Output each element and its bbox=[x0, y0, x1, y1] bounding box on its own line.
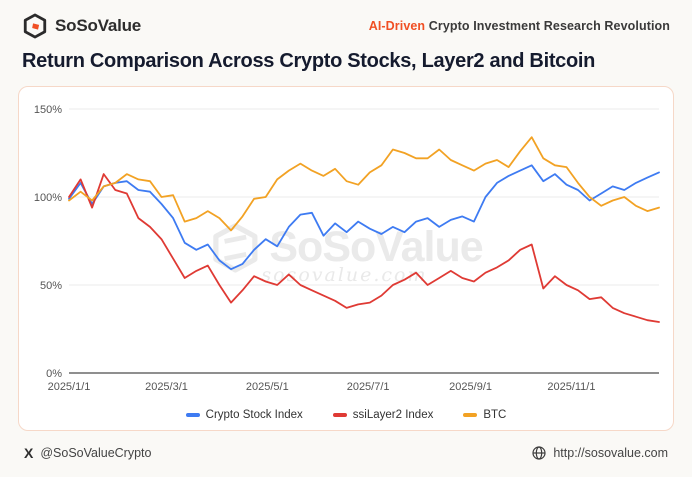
x-tick-label: 2025/11/1 bbox=[547, 381, 595, 393]
legend-item-ssilayer2-index[interactable]: ssiLayer2 Index bbox=[332, 409, 434, 421]
x-tick-label: 2025/1/1 bbox=[48, 381, 91, 393]
x-tick-label: 2025/9/1 bbox=[449, 381, 492, 393]
y-tick-label: 50% bbox=[40, 280, 62, 292]
legend-label: ssiLayer2 Index bbox=[352, 409, 434, 421]
brand-home-link[interactable]: SoSoValue bbox=[22, 13, 141, 39]
page-footer: X @SoSoValueCrypto http://sosovalue.com bbox=[0, 431, 692, 461]
tagline-highlight: AI-Driven bbox=[368, 19, 426, 33]
sosovalue-logo-icon bbox=[22, 13, 48, 39]
twitter-link[interactable]: X @SoSoValueCrypto bbox=[24, 445, 151, 461]
x-tick-label: 2025/5/1 bbox=[246, 381, 289, 393]
legend-label: BTC bbox=[483, 409, 507, 421]
legend-swatch bbox=[463, 413, 478, 417]
y-tick-label: 100% bbox=[34, 192, 62, 204]
legend-item-crypto-stock-index[interactable]: Crypto Stock Index bbox=[185, 409, 303, 421]
twitter-handle: @SoSoValueCrypto bbox=[40, 446, 152, 460]
page-title: Return Comparison Across Crypto Stocks, … bbox=[22, 50, 596, 72]
chart-legend: Crypto Stock Index ssiLayer2 Index BTC bbox=[19, 409, 673, 421]
tagline: AI-Driven Crypto Investment Research Rev… bbox=[369, 19, 670, 33]
brand-name: SoSoValue bbox=[55, 16, 142, 35]
return-comparison-chart: 0% 50% 100% 150% 2025/1/1 2025/3/1 2025/5/1 202… bbox=[34, 104, 660, 393]
legend-item-btc[interactable]: BTC bbox=[463, 409, 506, 421]
website-link[interactable]: http://sosovalue.com bbox=[532, 446, 668, 460]
series-line-crypto-stock-index bbox=[68, 164, 660, 271]
globe-icon bbox=[532, 446, 546, 460]
chart-card: SoSoValue sosovalue.com 0% 50% 100% 150% 202… bbox=[18, 86, 674, 431]
series-line-btc bbox=[68, 136, 660, 232]
y-tick-label: 150% bbox=[34, 104, 62, 116]
app-header: SoSoValue AI-Driven Crypto Investment Re… bbox=[0, 0, 692, 44]
x-icon: X bbox=[24, 445, 34, 461]
x-tick-label: 2025/3/1 bbox=[145, 381, 188, 393]
legend-label: Crypto Stock Index bbox=[205, 409, 303, 421]
legend-swatch bbox=[332, 413, 347, 417]
x-tick-label: 2025/7/1 bbox=[347, 381, 390, 393]
website-url: http://sosovalue.com bbox=[553, 446, 668, 460]
tagline-rest: Crypto Investment Research Revolution bbox=[425, 19, 670, 33]
y-tick-label: 0% bbox=[46, 368, 62, 380]
legend-swatch bbox=[185, 413, 200, 417]
series-line-ssilayer2-index bbox=[68, 173, 660, 323]
